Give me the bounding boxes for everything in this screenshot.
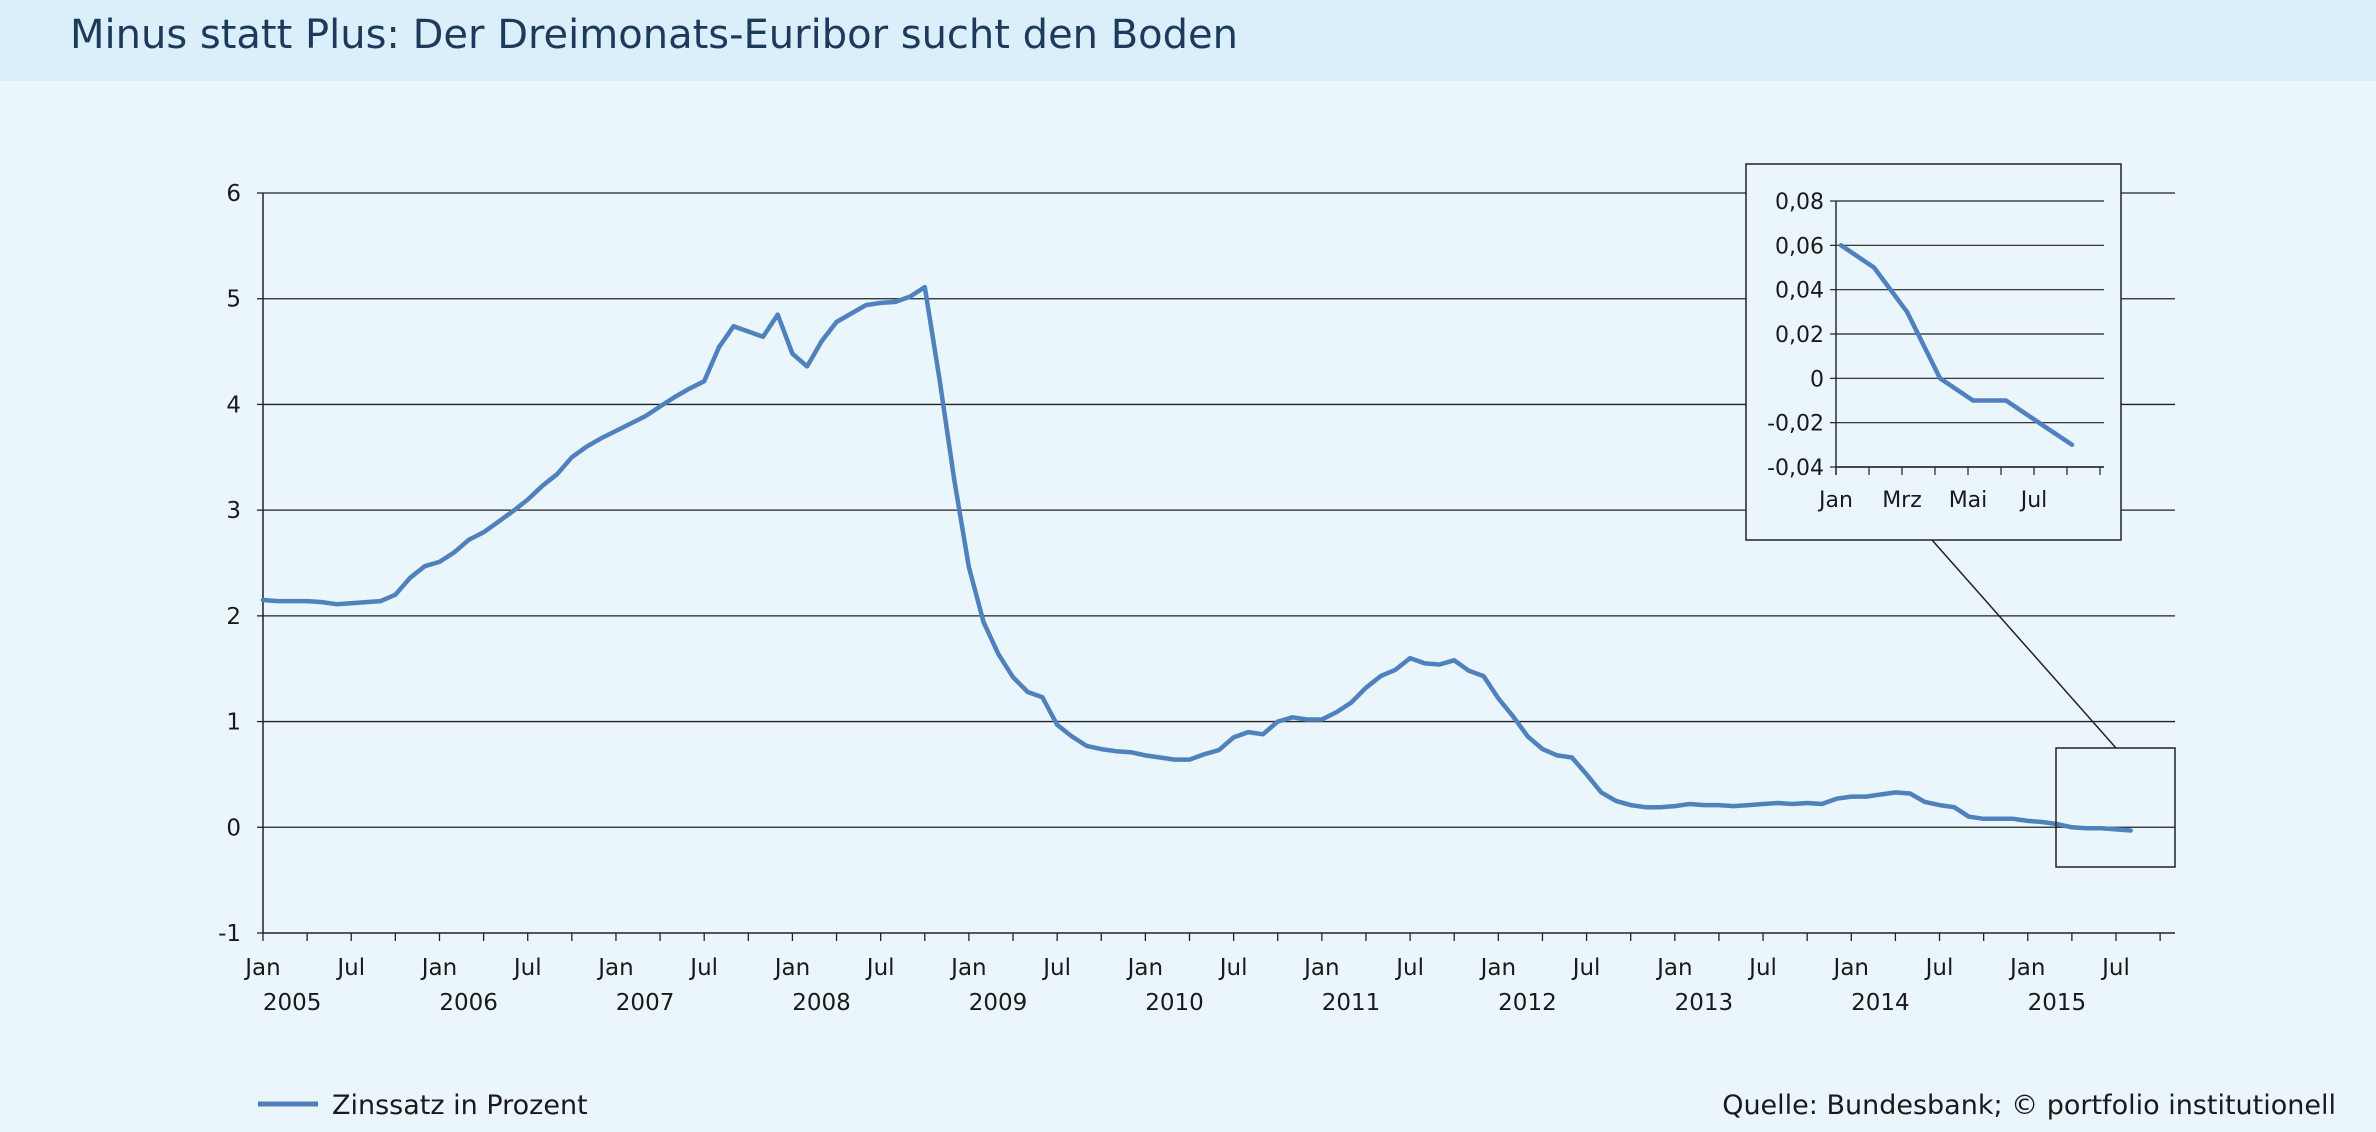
inset-y-tick-label: -0,02 — [1767, 412, 1824, 437]
y-tick-label: 4 — [226, 392, 241, 418]
x-tick-label: Jul — [1571, 955, 1601, 981]
x-tick-label: Jan — [1126, 955, 1163, 981]
x-tick-label: Jul — [1924, 955, 1954, 981]
inset-y-tick-label: -0,04 — [1767, 456, 1824, 481]
x-tick-label: Jul — [1394, 955, 1424, 981]
x-tick-label: Jan — [773, 955, 810, 981]
chart-title: Minus statt Plus: Der Dreimonats-Euribor… — [70, 12, 1239, 58]
x-tick-label: Jul — [512, 955, 542, 981]
inset-frame — [1745, 163, 2122, 541]
title-bar: Minus statt Plus: Der Dreimonats-Euribor… — [0, 0, 2376, 81]
legend-label: Zinssatz in Prozent — [332, 1090, 588, 1121]
x-tick-label: Jan — [1302, 955, 1339, 981]
x-year-label: 2015 — [2028, 990, 2087, 1016]
x-year-label: 2005 — [263, 990, 322, 1016]
inset-x-tick-label: Jan — [1817, 488, 1853, 513]
x-tick-label: Jan — [1832, 955, 1869, 981]
y-tick-label: 2 — [226, 604, 241, 630]
x-year-label: 2009 — [969, 990, 1028, 1016]
x-tick-label: Jan — [2008, 955, 2045, 981]
x-tick-label: Jan — [243, 955, 280, 981]
inset-y-tick-label: 0,02 — [1775, 323, 1824, 348]
y-tick-label: 5 — [226, 287, 241, 313]
inset-y-tick-label: 0,06 — [1775, 234, 1824, 259]
x-year-label: 2013 — [1675, 990, 1734, 1016]
x-tick-label: Jul — [1747, 955, 1777, 981]
inset-series-line — [1838, 243, 2075, 448]
x-tick-label: Jul — [1041, 955, 1071, 981]
y-tick-label: 1 — [226, 710, 241, 736]
y-tick-label: 0 — [226, 815, 241, 841]
x-tick-label: Jul — [335, 955, 365, 981]
x-tick-label: Jul — [865, 955, 895, 981]
zoom-connector — [1931, 539, 2117, 749]
source-note: Quelle: Bundesbank; © portfolio institut… — [1722, 1090, 2336, 1121]
x-year-label: 2006 — [439, 990, 498, 1016]
inset-x-tick-label: Mrz — [1882, 488, 1922, 513]
x-year-label: 2014 — [1851, 990, 1910, 1016]
x-tick-label: Jan — [420, 955, 457, 981]
x-tick-label: Jan — [596, 955, 633, 981]
x-year-label: 2012 — [1498, 990, 1557, 1016]
x-year-label: 2011 — [1322, 990, 1381, 1016]
x-tick-label: Jan — [1479, 955, 1516, 981]
zoom-box — [2055, 747, 2176, 868]
x-year-label: 2007 — [616, 990, 675, 1016]
x-tick-label: Jul — [1218, 955, 1248, 981]
y-tick-label: 6 — [226, 181, 241, 207]
inset-y-tick-label: 0,08 — [1775, 190, 1824, 215]
y-tick-label: -1 — [218, 921, 241, 947]
series-line — [260, 284, 2133, 833]
x-year-label: 2010 — [1145, 990, 1204, 1016]
x-tick-label: Jan — [1655, 955, 1692, 981]
inset-x-tick-label: Jul — [2019, 488, 2048, 513]
x-year-label: 2008 — [792, 990, 851, 1016]
x-tick-label: Jul — [688, 955, 718, 981]
inset-y-tick-label: 0,04 — [1775, 279, 1824, 304]
x-tick-label: Jul — [2100, 955, 2130, 981]
x-tick-label: Jan — [949, 955, 986, 981]
inset-x-tick-label: Mai — [1949, 488, 1988, 513]
y-tick-label: 3 — [226, 498, 241, 524]
inset-y-tick-label: 0 — [1810, 367, 1824, 392]
